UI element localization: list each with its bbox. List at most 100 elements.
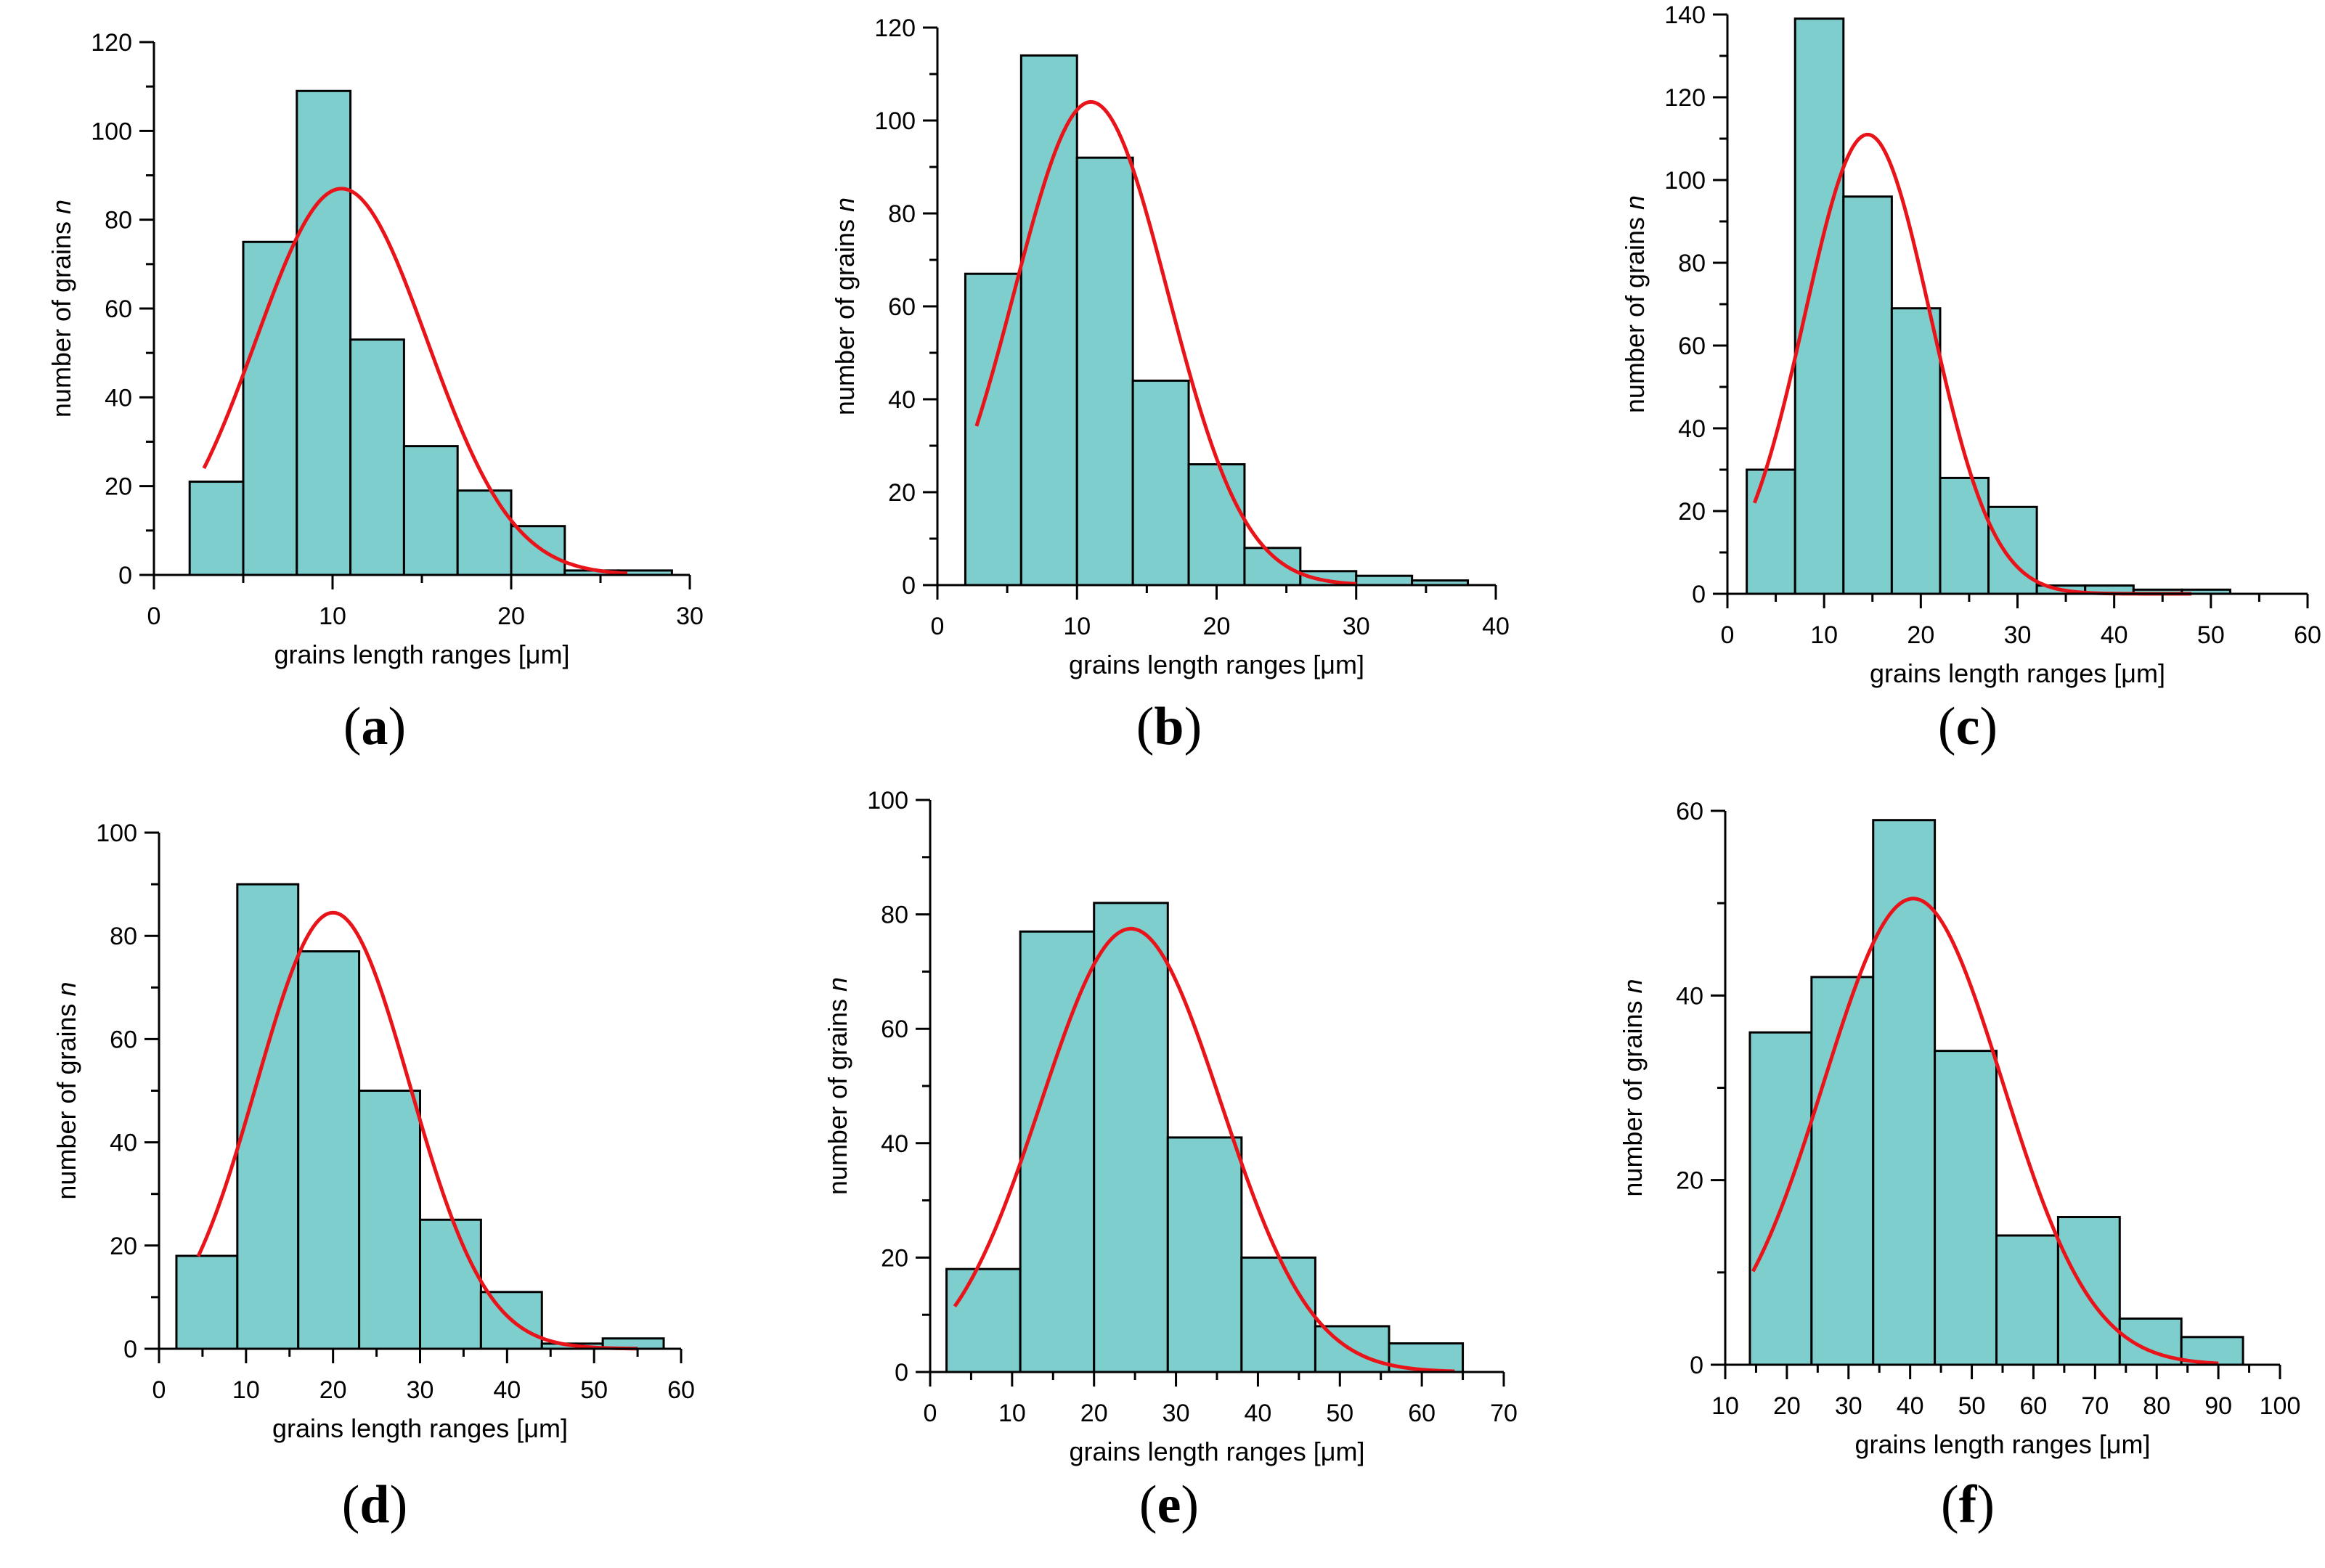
gaussian-fit-curve <box>974 99 1356 586</box>
x-tick-label: 60 <box>667 1376 695 1404</box>
histogram-bar <box>1748 1031 1813 1366</box>
histogram-bar <box>510 525 566 576</box>
histogram-bar <box>2056 1216 2121 1366</box>
x-tick-label: 20 <box>319 1376 347 1404</box>
y-tick-label: 100 <box>874 107 916 135</box>
y-tick-label: 0 <box>902 572 916 600</box>
y-tick-label: 120 <box>1664 84 1706 112</box>
y-tick-label: 0 <box>1690 1352 1703 1379</box>
histogram-bar <box>1842 195 1893 595</box>
gaussian-fit-curve <box>202 187 628 576</box>
x-tick-label: 10 <box>319 603 346 630</box>
x-axis-title: grains length ranges [μm] <box>1070 1437 1365 1466</box>
y-tick-label: 0 <box>895 1359 908 1387</box>
x-tick-label: 50 <box>580 1376 608 1404</box>
histogram-panel-c: 0 10 20 30 40 50 60 0 20 40 60 80 100 120 140 grains le… <box>1620 1 2321 756</box>
x-tick-label: 40 <box>2101 621 2128 649</box>
histogram-panel-b: 0 10 20 30 40 0 20 40 60 80 100 120 grains length ra… <box>830 15 1510 756</box>
y-axis-title-text: number of grains <box>46 214 76 417</box>
y-tick-label: 60 <box>888 293 916 321</box>
histogram-bar <box>1939 476 1990 595</box>
x-axis-title: grains length ranges [μm] <box>274 640 570 669</box>
y-tick-label: 20 <box>105 473 132 501</box>
histogram-bar <box>242 240 298 576</box>
y-tick-label: 40 <box>1676 982 1703 1010</box>
y-tick-label: 60 <box>1676 798 1703 825</box>
y-tick-label: 80 <box>881 902 908 929</box>
histogram-bar <box>1995 1234 2059 1366</box>
histogram-bar <box>1240 1256 1316 1373</box>
y-tick-label: 120 <box>91 29 132 57</box>
x-tick-label: 60 <box>1408 1400 1436 1427</box>
x-tick-label: 60 <box>2294 621 2321 649</box>
x-tick-label: 30 <box>676 603 704 630</box>
y-tick-label: 100 <box>96 820 137 847</box>
y-axis-title-text: number of grains <box>830 212 860 415</box>
histogram-bar <box>358 1090 421 1350</box>
x-tick-label: 60 <box>2020 1392 2048 1420</box>
y-axis-title-text: number of grains <box>823 992 852 1195</box>
x-tick-label: 20 <box>1773 1392 1801 1420</box>
y-tick-label: 80 <box>110 923 137 950</box>
panel-label: (f) <box>1941 1475 1995 1535</box>
x-tick-label: 0 <box>152 1376 166 1404</box>
y-axis-title-variable: n <box>823 977 852 992</box>
histogram-bar <box>296 89 352 576</box>
x-tick-label: 30 <box>1835 1392 1862 1420</box>
panel-label: (e) <box>1139 1475 1199 1535</box>
y-tick-label: 80 <box>888 200 916 228</box>
x-tick-label: 100 <box>2260 1392 2301 1420</box>
y-axis-title-variable: n <box>1618 979 1648 993</box>
x-tick-label: 70 <box>2081 1392 2109 1420</box>
panel-label: (a) <box>343 697 406 756</box>
y-tick-label: 60 <box>1678 332 1706 360</box>
x-tick-label: 30 <box>1343 613 1370 640</box>
y-axis-title-variable: n <box>830 197 860 212</box>
y-tick-label: 60 <box>105 295 132 323</box>
y-tick-label: 80 <box>1678 250 1706 277</box>
y-tick-label: 40 <box>105 384 132 412</box>
histogram-panel-e: 0 10 20 30 40 50 60 70 0 20 40 60 80 100 grains length… <box>823 787 1518 1535</box>
gaussian-fit-curve <box>953 926 1455 1373</box>
x-tick-label: 20 <box>497 603 525 630</box>
x-tick-label: 10 <box>998 1400 1026 1427</box>
x-tick-label: 40 <box>1897 1392 1924 1420</box>
y-tick-label: 0 <box>118 562 132 589</box>
y-tick-label: 20 <box>1676 1167 1703 1195</box>
y-axis-title: number of grains n <box>830 197 860 415</box>
histogram-panel-f: 10 20 30 40 50 60 70 80 90 100 0 20 40 60 grains lengt… <box>1618 798 2300 1535</box>
y-axis-title-text: number of grains <box>1620 210 1650 413</box>
x-tick-label: 0 <box>1721 621 1735 649</box>
y-axis-title-variable: n <box>52 981 81 996</box>
x-axis-title: grains length ranges [μm] <box>1870 658 2165 688</box>
y-tick-label: 0 <box>1692 581 1706 608</box>
x-tick-label: 90 <box>2204 1392 2232 1420</box>
gaussian-fit-curve <box>1751 897 2219 1365</box>
y-axis-title-text: number of grains <box>1618 993 1648 1196</box>
y-tick-label: 20 <box>1678 498 1706 526</box>
histogram-bar <box>1093 902 1169 1373</box>
y-axis-title-text: number of grains <box>52 996 81 1199</box>
x-axis-title: grains length ranges [μm] <box>1069 650 1364 679</box>
histogram-bar <box>1019 930 1096 1373</box>
y-axis-title: number of grains n <box>46 200 76 417</box>
y-axis-title-variable: n <box>1620 195 1650 210</box>
histogram-panel-d: 0 10 20 30 40 50 60 0 20 40 60 80 100 grains length r… <box>52 820 695 1535</box>
histogram-bar <box>456 489 513 576</box>
y-tick-label: 0 <box>123 1336 137 1363</box>
y-axis-title: number of grains n <box>1620 195 1650 413</box>
x-tick-label: 20 <box>1203 613 1231 640</box>
x-tick-label: 30 <box>407 1376 434 1404</box>
histogram-panel-a: 0 10 20 30 0 20 40 60 80 100 120 grains length rang… <box>46 29 704 756</box>
y-tick-label: 40 <box>881 1130 908 1158</box>
x-axis-title: grains length ranges [μm] <box>1855 1429 2151 1459</box>
histogram-bar <box>419 1218 482 1350</box>
histogram-bar <box>188 481 245 576</box>
histogram-bar <box>1890 307 1942 595</box>
x-tick-label: 10 <box>1711 1392 1739 1420</box>
histogram-bar <box>964 272 1022 587</box>
y-tick-label: 40 <box>1678 415 1706 443</box>
y-tick-label: 100 <box>91 118 132 145</box>
x-tick-label: 10 <box>232 1376 260 1404</box>
x-tick-label: 10 <box>1810 621 1838 649</box>
